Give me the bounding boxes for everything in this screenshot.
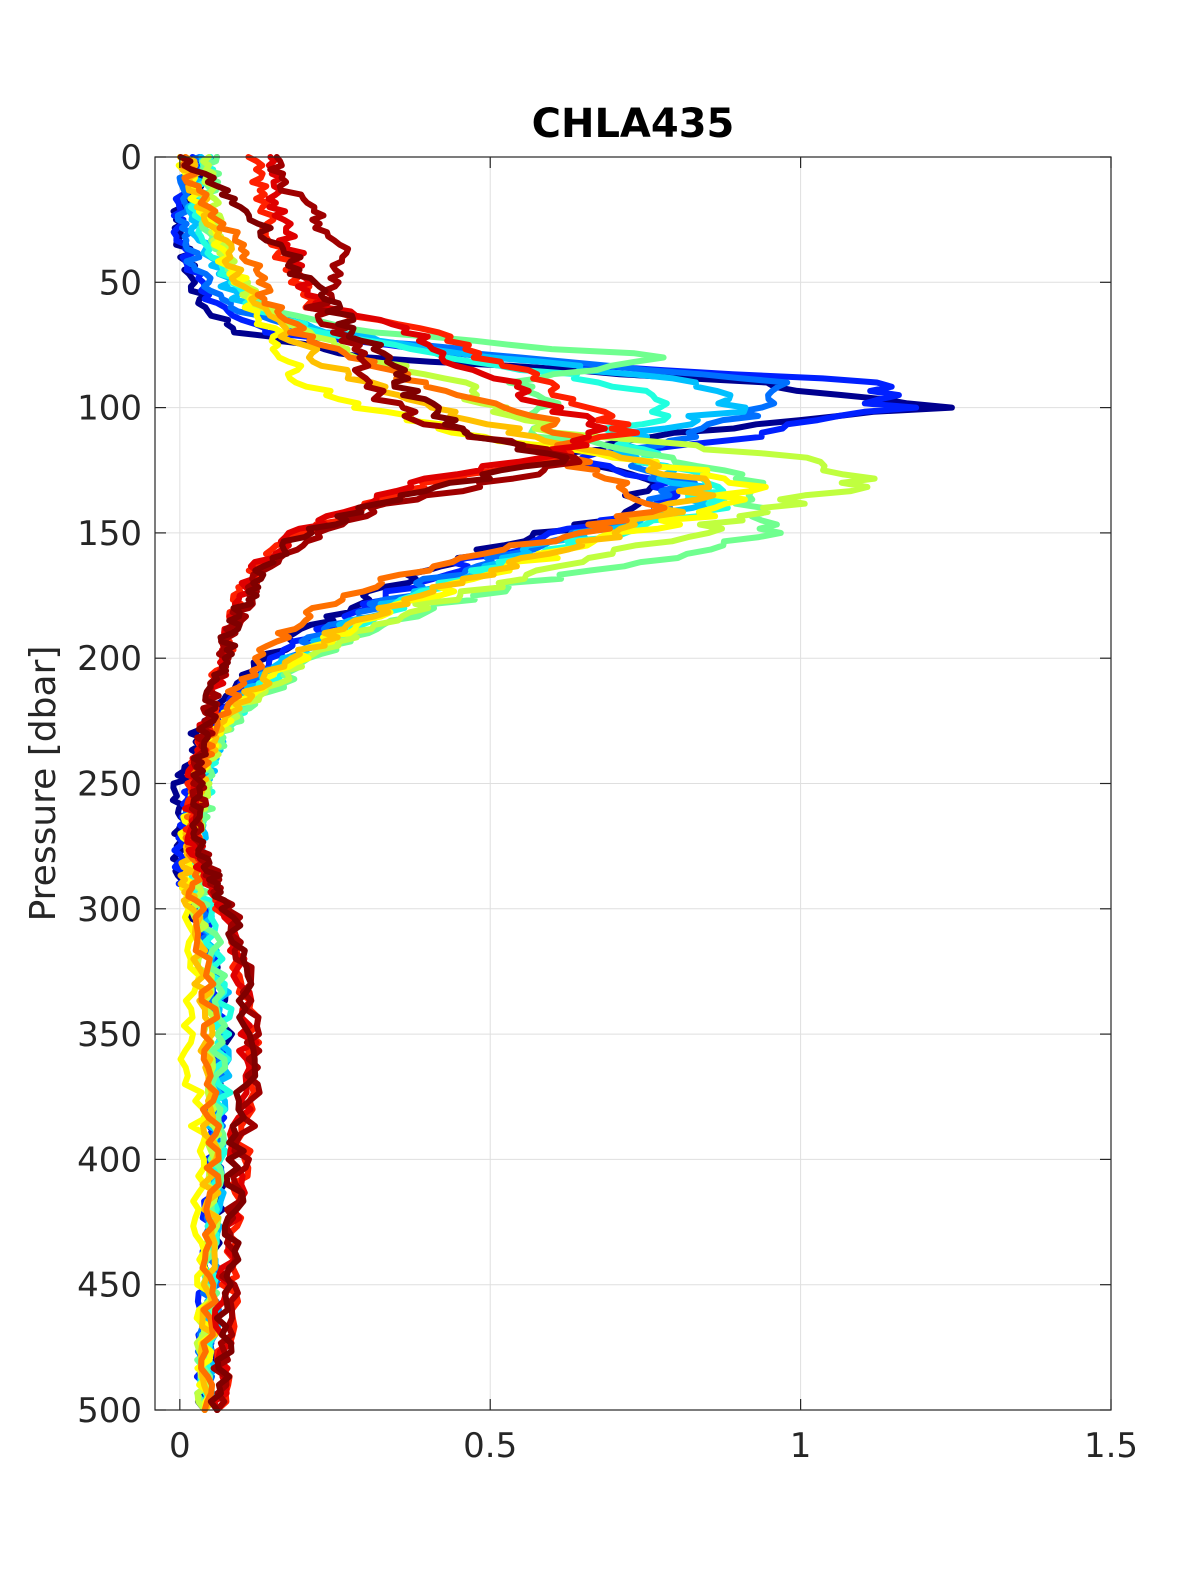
- y-tick-label: 300: [77, 890, 142, 930]
- y-tick-label: 250: [77, 765, 142, 805]
- x-tick-label: 1.5: [1084, 1426, 1138, 1466]
- x-tick-label: 0: [169, 1426, 191, 1466]
- y-tick-label: 150: [77, 514, 142, 554]
- y-axis-title: Pressure [dbar]: [23, 646, 64, 922]
- profile-line-8: [175, 154, 769, 1413]
- y-tick-label: 450: [77, 1266, 142, 1306]
- y-tick-label: 0: [120, 138, 142, 178]
- profile-line-10: [179, 154, 668, 1413]
- profile-series: [169, 154, 955, 1413]
- y-tick-label: 200: [77, 639, 142, 679]
- chart-title: CHLA435: [532, 101, 735, 147]
- profile-line-14: [177, 154, 570, 1413]
- y-tick-label: 50: [99, 263, 142, 303]
- y-tick-label: 350: [77, 1015, 142, 1055]
- x-tick-label: 1: [790, 1426, 812, 1466]
- y-tick-label: 100: [77, 389, 142, 429]
- x-tick-label: 0.5: [463, 1426, 517, 1466]
- ticks: 0 0.5 1 1.5 0 50 100 150 200 250 300 350 400 450 500: [77, 138, 1138, 1466]
- y-tick-label: 500: [77, 1391, 142, 1431]
- y-tick-label: 400: [77, 1140, 142, 1180]
